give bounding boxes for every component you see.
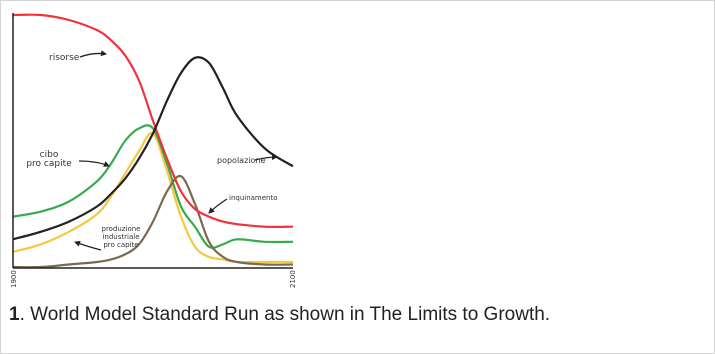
caption-number: 1 bbox=[9, 304, 20, 325]
series-label-inquinamento: inquinamento bbox=[229, 194, 278, 202]
world-model-chart: risorse cibo pro capite popolazione inquinam… bbox=[10, 13, 297, 288]
series-line-risorse bbox=[12, 13, 294, 228]
x-tick-label-end: 2100 bbox=[289, 270, 297, 288]
series-line-cibo-pro-capite bbox=[12, 124, 294, 249]
series-arrowhead-inquinamento bbox=[208, 207, 215, 214]
series-arrowhead-cibo-pro-capite bbox=[103, 161, 110, 167]
caption-text: . World Model Standard Run as shown in T… bbox=[19, 304, 551, 325]
series-arrowhead-popolazione bbox=[272, 154, 278, 160]
series-label-popolazione: popolazione bbox=[217, 156, 265, 165]
x-tick-label-start: 1900 bbox=[10, 270, 18, 288]
series-line-popolazione bbox=[12, 56, 294, 241]
series-label-produzione-industriale-pro-capite: produzione industriale pro capite bbox=[102, 225, 141, 249]
series-arrowhead-risorse bbox=[100, 50, 107, 57]
figure-caption: 1. World Model Standard Run as shown in … bbox=[9, 304, 550, 326]
series-label-risorse: risorse bbox=[49, 53, 80, 63]
series-line-inquinamento bbox=[12, 174, 294, 269]
series-label-cibo-pro-capite: cibo pro capite bbox=[26, 150, 72, 169]
chart-container: risorse cibo pro capite popolazione inquinam… bbox=[9, 9, 305, 301]
series-arrowhead-produzione-industriale-pro-capite bbox=[74, 240, 81, 247]
